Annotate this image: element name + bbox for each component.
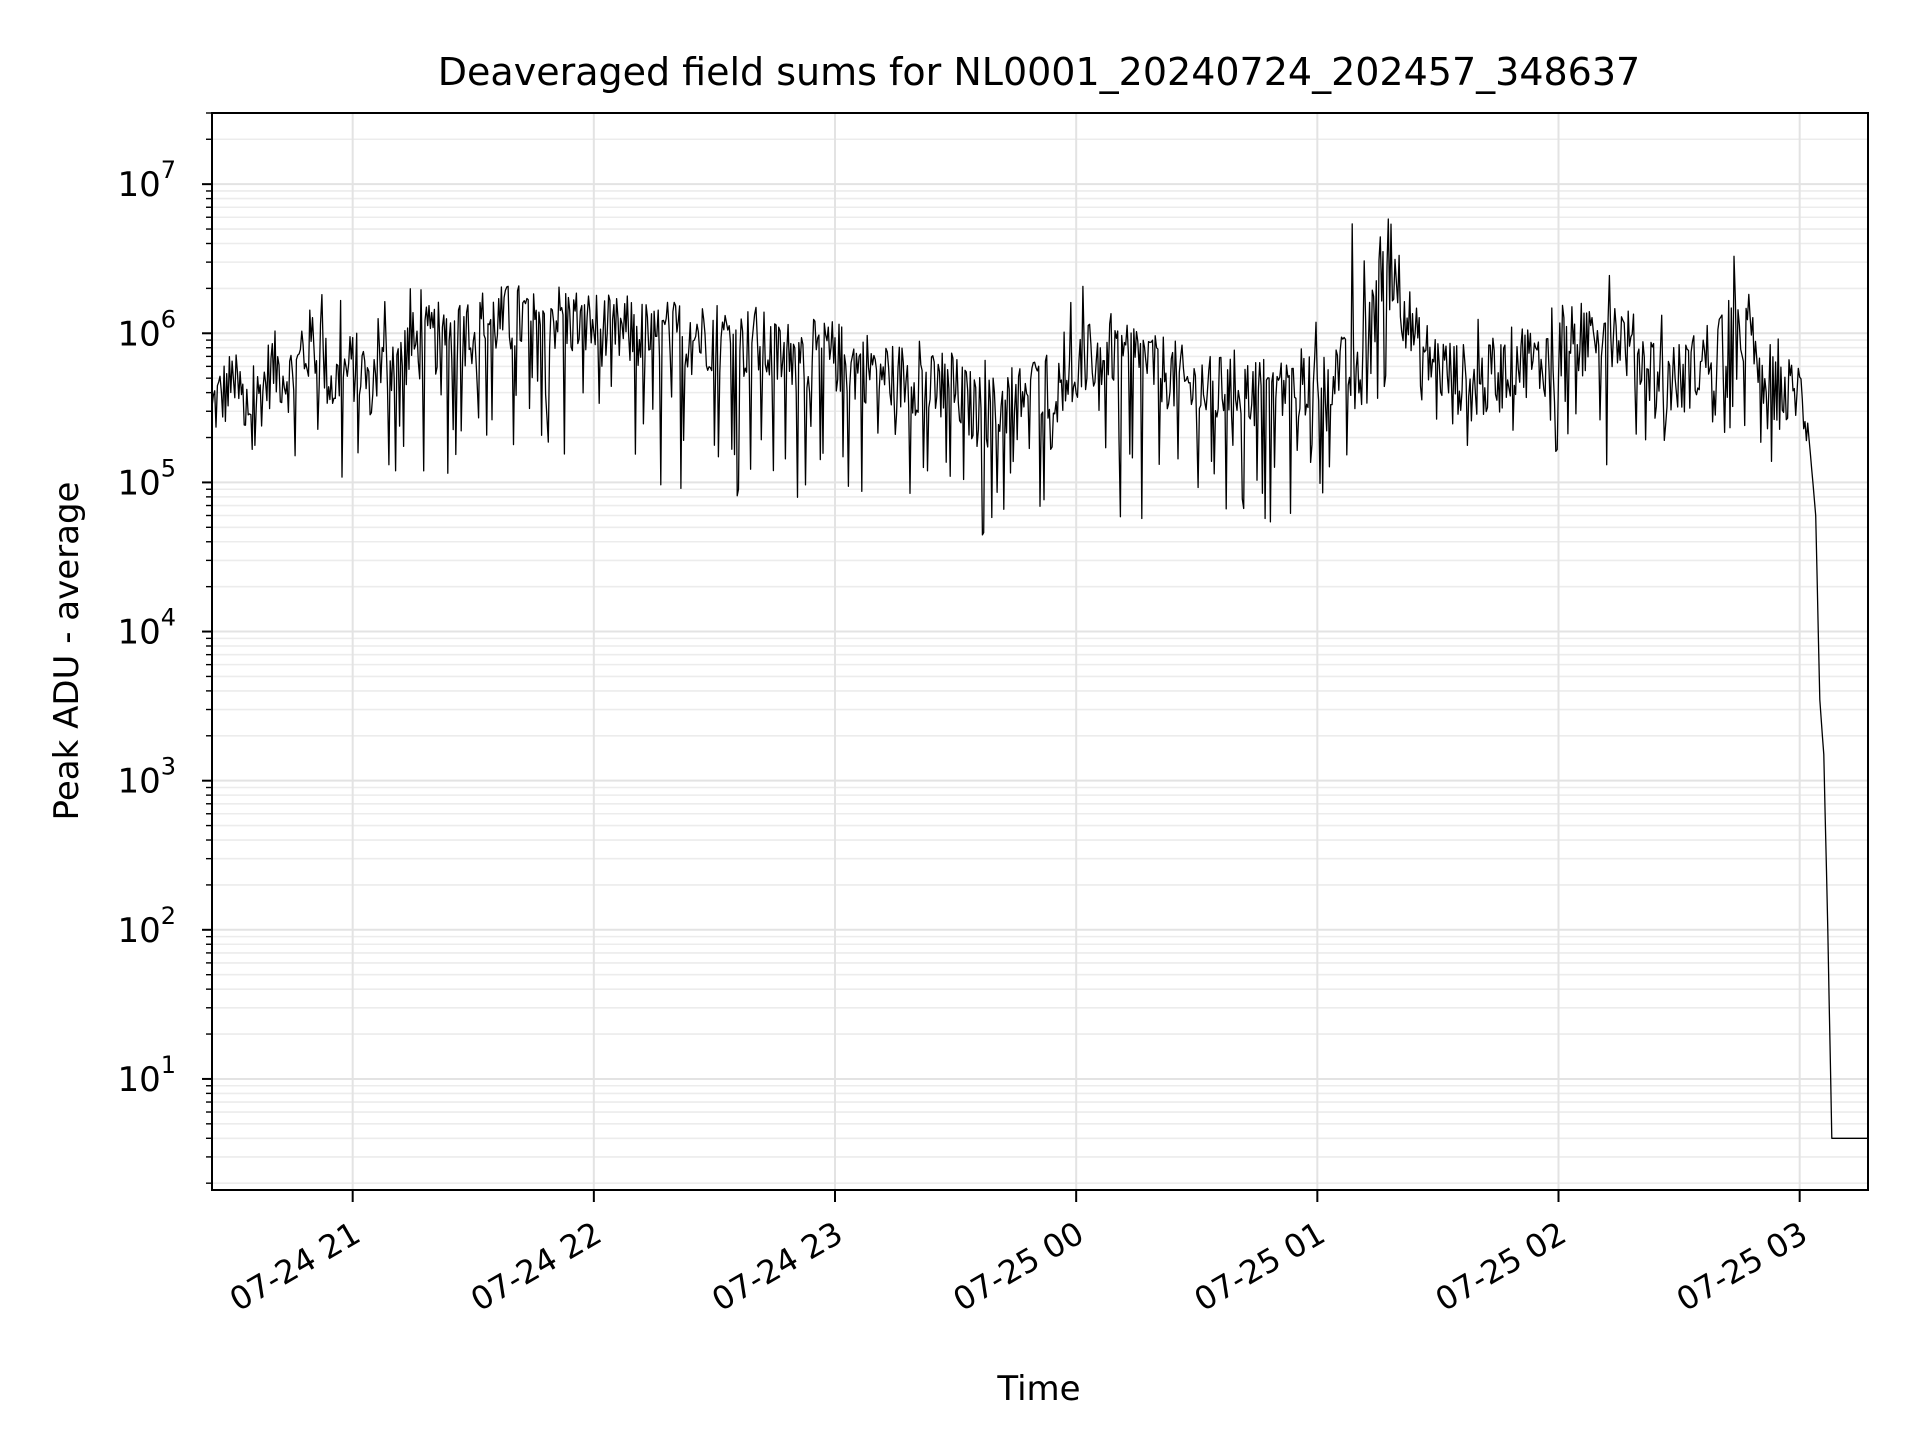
x-axis-label: Time bbox=[996, 1369, 1080, 1409]
data-line-group bbox=[211, 218, 1868, 1139]
plot-frame bbox=[211, 112, 1869, 1191]
series-line bbox=[211, 218, 1868, 1139]
y-axis-label: Peak ADU - average bbox=[47, 482, 87, 821]
chart-title: Deaveraged field sums for NL0001_2024072… bbox=[438, 50, 1640, 94]
grid bbox=[212, 112, 1868, 1190]
